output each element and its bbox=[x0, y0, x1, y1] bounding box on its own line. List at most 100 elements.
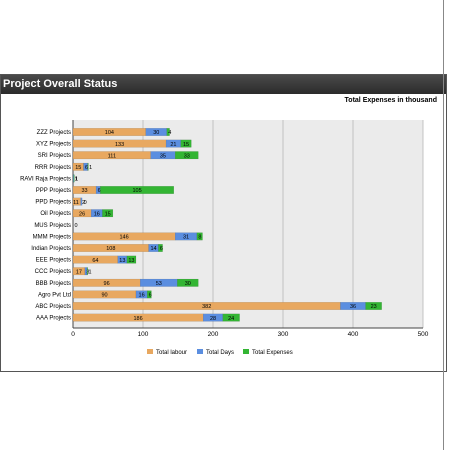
category-label: CCC Projects bbox=[35, 269, 71, 275]
data-label: 21 bbox=[170, 142, 176, 148]
data-label: 15 bbox=[105, 211, 111, 217]
bar-segment bbox=[147, 290, 152, 299]
data-label: 186 bbox=[134, 316, 143, 322]
data-label: 31 bbox=[183, 235, 189, 241]
category-label: XYZ Projects bbox=[36, 142, 71, 148]
x-tick-label: 300 bbox=[278, 331, 289, 338]
data-label: 6 bbox=[160, 246, 163, 252]
data-label: 64 bbox=[92, 258, 98, 264]
bar-segment bbox=[80, 197, 83, 206]
data-label: 33 bbox=[184, 153, 190, 159]
data-label: 6 bbox=[98, 188, 101, 194]
data-label: 1 bbox=[88, 269, 91, 275]
bar-segment bbox=[222, 313, 240, 322]
data-label: 35 bbox=[160, 153, 166, 159]
bar-segment bbox=[166, 128, 170, 136]
category-label: AAA Projects bbox=[36, 316, 71, 322]
data-label: 15 bbox=[183, 142, 189, 148]
bar-segment bbox=[180, 139, 192, 148]
x-tick-label: 0 bbox=[71, 331, 75, 338]
category-label: Oil Projects bbox=[40, 211, 71, 217]
data-label: 30 bbox=[185, 281, 191, 287]
data-label: 53 bbox=[156, 281, 162, 287]
data-label: 23 bbox=[371, 304, 377, 310]
bar-segment bbox=[95, 186, 101, 194]
data-label: 26 bbox=[79, 211, 85, 217]
data-label: 133 bbox=[115, 142, 124, 148]
data-label: 13 bbox=[128, 258, 134, 264]
data-label: 2 bbox=[82, 200, 85, 206]
bar-segment bbox=[87, 162, 89, 171]
bar-segment bbox=[175, 151, 199, 160]
bar-segment bbox=[365, 302, 382, 310]
data-label: 4 bbox=[168, 130, 171, 136]
data-label: 11 bbox=[73, 200, 79, 206]
legend-label: Total Expenses bbox=[252, 350, 293, 356]
data-label: 15 bbox=[75, 165, 81, 171]
data-label: 90 bbox=[101, 293, 107, 299]
data-label: 1 bbox=[75, 177, 78, 183]
category-label: Agro Pvt Ltd bbox=[38, 292, 71, 298]
data-label: 13 bbox=[119, 258, 125, 264]
data-label: 6 bbox=[149, 293, 152, 299]
bar-segment bbox=[126, 255, 137, 264]
category-label: BBB Projects bbox=[36, 281, 71, 287]
bar-segment bbox=[177, 278, 199, 287]
data-label: 382 bbox=[202, 304, 211, 310]
data-label: 8 bbox=[198, 235, 201, 241]
category-label: SRI Projects bbox=[38, 153, 71, 159]
legend-swatch bbox=[197, 349, 203, 354]
bar-segment bbox=[158, 244, 163, 252]
data-label: 111 bbox=[108, 153, 116, 159]
legend-label: Total labour bbox=[156, 350, 187, 356]
category-label: MMM Projects bbox=[33, 234, 71, 240]
category-label: PPD Projects bbox=[35, 200, 71, 206]
data-label: 108 bbox=[106, 246, 115, 252]
data-label: 33 bbox=[81, 188, 87, 194]
data-label: 6 bbox=[85, 165, 88, 171]
data-label: 146 bbox=[120, 235, 129, 241]
data-label: 28 bbox=[210, 316, 216, 322]
legend-swatch bbox=[243, 349, 249, 354]
data-label: 17 bbox=[76, 269, 82, 275]
x-tick-label: 500 bbox=[418, 331, 429, 338]
x-tick-label: 200 bbox=[208, 331, 219, 338]
data-label: 1 bbox=[74, 177, 77, 183]
category-label: ABC Projects bbox=[35, 304, 71, 310]
bar-segment bbox=[91, 209, 103, 218]
bar-segment bbox=[196, 232, 203, 241]
bar-segment bbox=[86, 267, 88, 276]
data-label: 104 bbox=[105, 130, 114, 136]
x-tick-label: 400 bbox=[348, 331, 359, 338]
bar-segment bbox=[73, 174, 75, 183]
data-label: 36 bbox=[350, 304, 356, 310]
category-label: EEE Projects bbox=[36, 258, 71, 264]
data-label: 30 bbox=[153, 130, 159, 136]
data-label: 14 bbox=[150, 246, 156, 252]
category-label: Indian Projects bbox=[31, 246, 71, 252]
legend-label: Total Days bbox=[206, 350, 234, 356]
data-label: 16 bbox=[94, 211, 100, 217]
x-tick-label: 100 bbox=[138, 331, 149, 338]
data-label: 3 bbox=[86, 269, 89, 275]
legend-swatch bbox=[147, 349, 153, 354]
data-label: 0 bbox=[84, 200, 87, 206]
data-label: 16 bbox=[139, 293, 145, 299]
bar-segment bbox=[140, 278, 178, 287]
data-label: 24 bbox=[228, 316, 234, 322]
window-edge-divider bbox=[443, 0, 444, 450]
category-label: RAVI Raja Projects bbox=[20, 176, 71, 182]
category-label: ZZZ Projects bbox=[37, 130, 71, 136]
data-label: 0 bbox=[74, 223, 77, 229]
panel-title: Project Overall Status bbox=[1, 75, 446, 94]
category-label: RRR Projects bbox=[35, 165, 71, 171]
data-label: 96 bbox=[104, 281, 110, 287]
category-label: PPP Projects bbox=[36, 188, 71, 194]
bar-segment bbox=[102, 209, 114, 218]
chart-title: Total Expenses in thousand bbox=[345, 97, 437, 104]
data-label: 105 bbox=[132, 188, 141, 194]
category-label: MUS Projects bbox=[34, 223, 71, 229]
bar-segment bbox=[100, 186, 174, 194]
data-label: 1 bbox=[89, 165, 92, 171]
